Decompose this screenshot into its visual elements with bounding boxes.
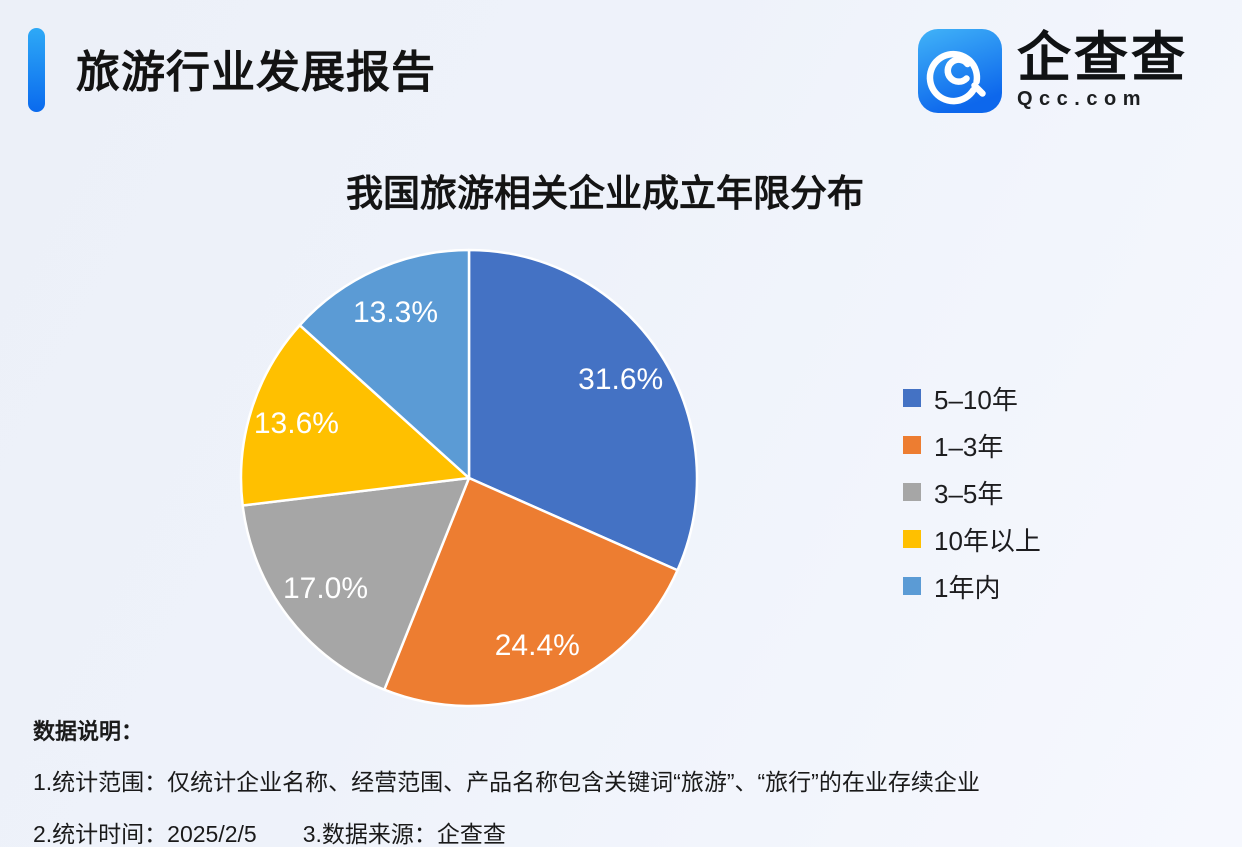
legend-item-4: 10年以上 [903, 526, 1041, 556]
legend-item-3: 3–5年 [903, 479, 1041, 509]
pie-slice-5 [298, 248, 471, 480]
legend-label: 10年以上 [934, 525, 1041, 556]
legend-label: 3–5年 [934, 478, 1004, 509]
pie-chart-svg: 31.6% 24.4% 17.0% 13.6% 13.3% [239, 248, 699, 708]
legend-swatch-icon [903, 389, 921, 407]
legend-item-1: 5–10年 [903, 385, 1041, 415]
title-accent-bar [28, 28, 45, 112]
page-title: 旅游行业发展报告 [76, 48, 436, 97]
logo-brand-name: 企查查 [1017, 28, 1188, 88]
legend-swatch-icon [903, 530, 921, 548]
notes-heading: 数据说明： [33, 719, 144, 744]
legend-label: 5–10年 [934, 384, 1018, 415]
pie-slice-label-1: 31.6% [578, 363, 663, 396]
legend-label: 1年内 [934, 572, 1001, 603]
pie-slice-label-4: 13.6% [254, 407, 339, 440]
chart-title: 我国旅游相关企业成立年限分布 [346, 173, 864, 214]
legend-label: 1–3年 [934, 431, 1004, 462]
notes-meta-row: 2.统计时间：2025/2/5 3.数据来源：企查查 [33, 815, 980, 847]
data-notes: 数据说明： 1.统计范围：仅统计企业名称、经营范围、产品名称包含关键词“旅游”、… [33, 714, 980, 847]
pie-slice-label-3: 17.0% [283, 572, 368, 605]
legend-item-5: 1年内 [903, 573, 1041, 603]
qcc-logo: 企查查 Qcc.com [918, 29, 1188, 113]
notes-date: 2.统计时间：2025/2/5 [33, 821, 257, 847]
pie-slice-3 [241, 476, 471, 691]
logo-text: 企查查 Qcc.com [1017, 31, 1188, 111]
legend-swatch-icon [903, 577, 921, 595]
pie-slice-2 [383, 476, 679, 708]
logo-domain: Qcc.com [1017, 88, 1147, 110]
pie-slice-1 [467, 248, 699, 572]
legend-swatch-icon [903, 483, 921, 501]
legend-swatch-icon [903, 436, 921, 454]
pie-slice-label-5: 13.3% [353, 296, 438, 329]
pie-chart: 31.6% 24.4% 17.0% 13.6% 13.3% [234, 243, 704, 713]
notes-source: 3.数据来源：企查查 [302, 821, 506, 847]
legend-item-2: 1–3年 [903, 432, 1041, 462]
pie-slice-label-2: 24.4% [495, 629, 580, 662]
chart-legend: 5–10年 1–3年 3–5年 10年以上 1年内 [903, 385, 1041, 603]
notes-scope-line: 1.统计范围：仅统计企业名称、经营范围、产品名称包含关键词“旅游”、“旅行”的在… [33, 769, 980, 795]
qcc-magnifier-icon [918, 29, 1002, 113]
pie-slice-4 [239, 323, 471, 507]
